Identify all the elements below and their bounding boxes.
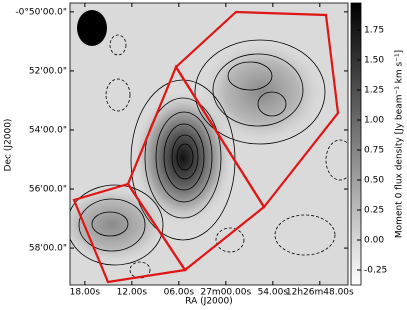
y-tick-label: 58'00.0" — [29, 244, 67, 254]
x-tick-label: 18.00s — [70, 288, 101, 298]
colorbar-tick-label: 0.00 — [364, 236, 384, 246]
y-tick-label: 54'00.0" — [29, 125, 67, 135]
colorbar-tick-label: 0.75 — [364, 146, 384, 156]
x-tick-label: 12.00s — [117, 288, 148, 298]
y-tick-label: 52'00.0" — [29, 66, 67, 76]
x-tick-label: 27m00.00s — [200, 288, 251, 298]
x-axis-label: RA (J2000) — [185, 297, 233, 307]
y-axis-label: Dec (J2000) — [4, 119, 14, 172]
colorbar-tick-label: -0.25 — [364, 266, 387, 276]
colorbar-tick-label: 0.50 — [364, 176, 384, 186]
colorbar-tick-label: 0.25 — [364, 206, 384, 216]
y-tick-label: -0°50'00.0" — [15, 7, 67, 17]
colorbar-label: Moment 0 flux density [Jy beam⁻¹ km s⁻¹] — [395, 50, 405, 238]
y-tick-label: 56'00.0" — [29, 185, 67, 195]
x-tick-label: 12h26m48.00s — [286, 288, 354, 298]
colorbar — [350, 2, 362, 286]
colorbar-tick-label: 1.75 — [364, 26, 384, 36]
colorbar-tick-label: 1.00 — [364, 116, 384, 126]
colorbar-tick-label: 1.50 — [364, 56, 384, 66]
image — [70, 3, 348, 285]
x-tick-label: 54.00s — [258, 288, 289, 298]
colorbar-tick-label: 1.25 — [364, 86, 384, 96]
plot-frame — [69, 2, 349, 286]
x-tick-label: 06.00s — [164, 288, 195, 298]
